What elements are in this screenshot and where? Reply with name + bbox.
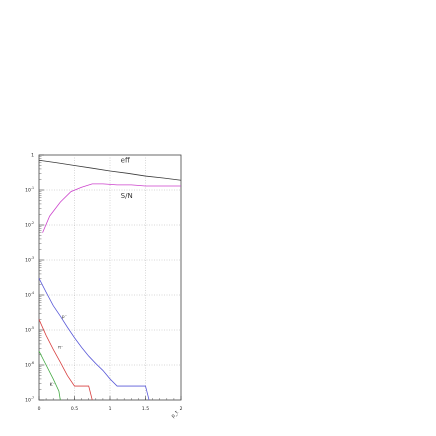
y-tick-label: 10-3: [25, 256, 34, 264]
series-label: S/N: [121, 192, 133, 200]
y-tick-mantissa: 10: [25, 258, 31, 264]
x-tick-label: 2: [180, 406, 183, 412]
series-label: π⁻: [58, 345, 64, 350]
y-tick-mantissa: 10: [25, 293, 31, 299]
y-tick-mantissa: 10: [25, 398, 31, 404]
y-tick-label: 10-1: [25, 186, 34, 194]
grid: [39, 155, 181, 400]
x-axis-label: p_t: [170, 410, 180, 420]
y-tick-exponent: -3: [31, 256, 34, 260]
y-tick-exponent: -6: [31, 361, 34, 365]
x-tick-label: 1.5: [142, 406, 149, 412]
y-tick-label: 1: [31, 153, 34, 159]
y-tick-exponent: -5: [31, 326, 34, 330]
series-line: [38, 278, 150, 401]
y-tick-label: 10-6: [25, 361, 34, 369]
y-tick-exponent: -2: [31, 221, 34, 225]
x-axis-label-text: p_t: [170, 410, 180, 420]
series-line: [38, 350, 61, 401]
series-line: [38, 159, 182, 181]
y-tick-mantissa: 10: [25, 223, 31, 229]
y-tick-exponent: -4: [31, 291, 34, 295]
series-label: eff: [121, 156, 130, 164]
series-labels: eff S/N p⁻ π⁻ K⁻: [50, 156, 133, 388]
series-lines: [38, 159, 182, 401]
y-tick-exponent: -1: [31, 186, 34, 190]
series-label: p⁻: [62, 315, 68, 320]
x-tick-label: 0.5: [71, 406, 78, 412]
y-tick-label: 10-7: [25, 396, 34, 404]
y-tick-mantissa: 10: [25, 328, 31, 334]
y-tick-mantissa: 10: [25, 188, 31, 194]
series-line: [42, 183, 181, 233]
y-tick-exponent: -7: [31, 396, 34, 400]
series-line: [38, 319, 93, 401]
y-tick-label: 10-5: [25, 326, 34, 334]
y-tick-label: 10-4: [25, 291, 34, 299]
y-tick-labels: 110-110-210-310-410-510-610-7: [25, 153, 34, 404]
y-tick-mantissa: 10: [25, 363, 31, 369]
x-tick-label: 1: [109, 406, 112, 412]
x-tick-label: 0: [38, 406, 41, 412]
x-tick-labels: 0 0.5 1 1.5 2: [38, 406, 183, 412]
series-label: K⁻: [50, 382, 56, 388]
y-tick-label: 10-2: [25, 221, 34, 229]
